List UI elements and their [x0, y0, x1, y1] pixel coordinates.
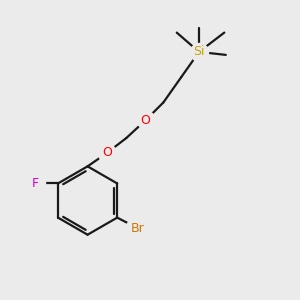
Text: Si: Si [193, 45, 205, 58]
Text: Br: Br [130, 221, 144, 235]
Text: O: O [102, 146, 112, 160]
Text: F: F [32, 177, 39, 190]
Text: O: O [141, 114, 151, 127]
